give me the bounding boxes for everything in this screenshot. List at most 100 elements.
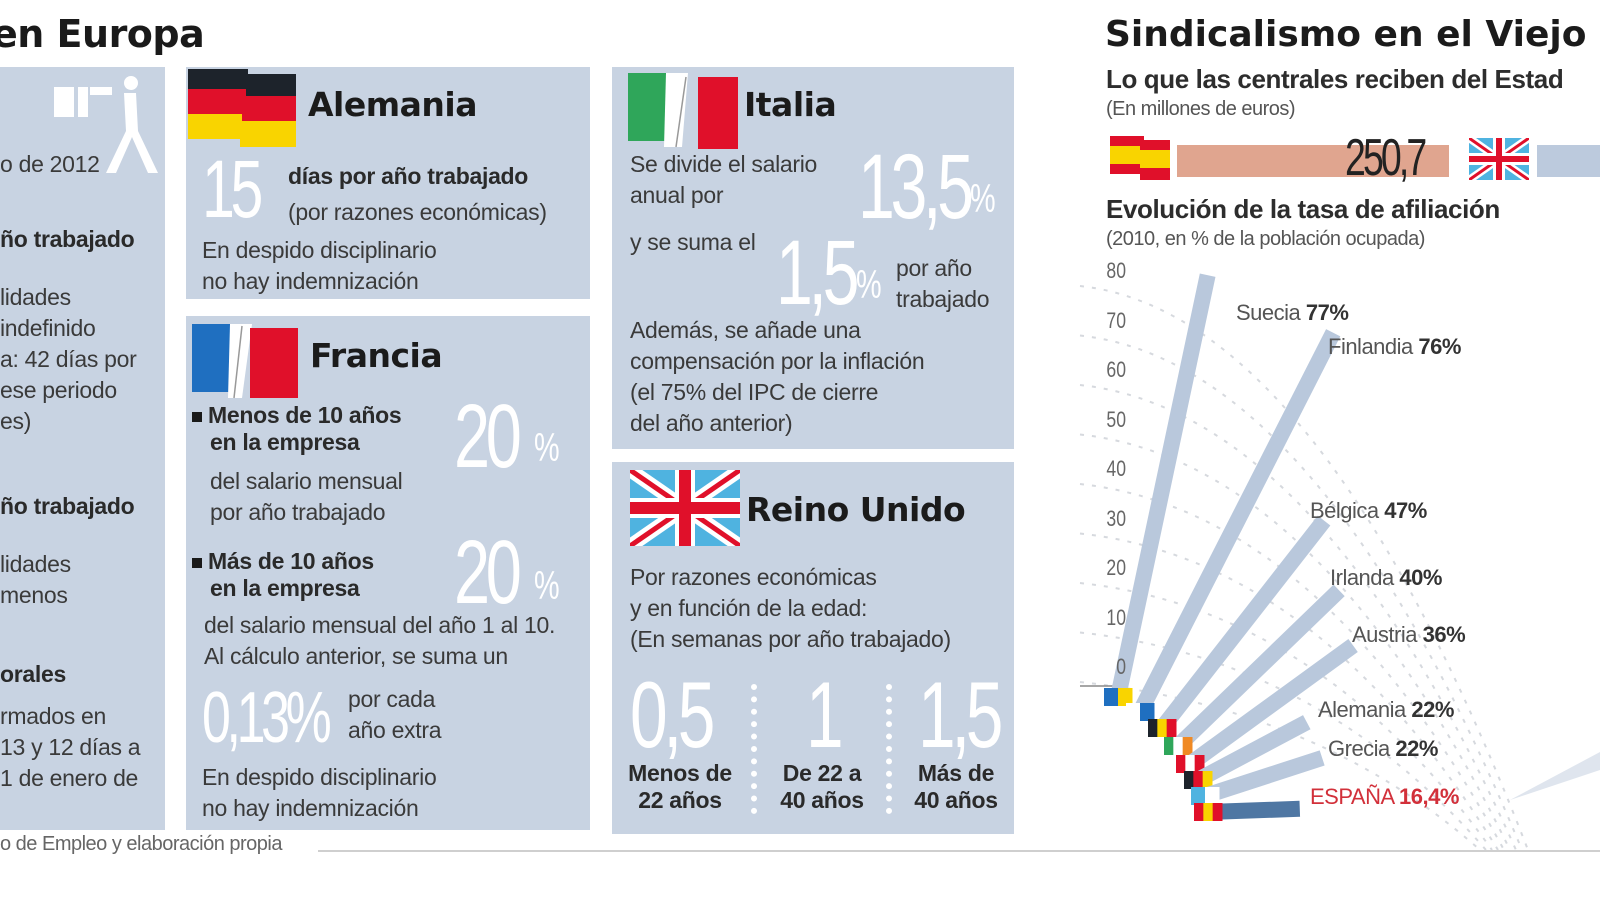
chart-title: Evolución de la tasa de afiliación xyxy=(1106,194,1500,224)
text-line: lidades xyxy=(0,551,71,577)
spain-para-1: lidades indefinido a: 42 días por ese pe… xyxy=(0,282,137,437)
germany-line-1: días por año trabajado xyxy=(288,163,529,189)
italy-value-1: 13,5 xyxy=(858,136,974,238)
text-line: del año anterior) xyxy=(630,410,793,436)
text-line: a: 42 días por xyxy=(0,346,137,372)
text-line: en la empresa xyxy=(210,429,360,455)
uk-divider-1 xyxy=(751,684,757,814)
text-line: Además, se añade una xyxy=(630,317,861,343)
france-note: En despido disciplinario no hay indemniz… xyxy=(202,762,437,824)
italy-panel: Italia Se divide el salario anual por 13… xyxy=(612,67,1014,449)
bar-finlandia xyxy=(1132,329,1341,716)
flag-badge-icon xyxy=(1148,719,1177,737)
y-tick-label: 60 xyxy=(1106,357,1126,382)
affiliation-fan-chart xyxy=(1079,273,1600,850)
spain-heading-3: orales xyxy=(0,661,66,687)
text-line: en la empresa xyxy=(210,575,360,601)
text-line: 22 años xyxy=(638,787,722,813)
text-line: ese periodo xyxy=(0,377,117,403)
y-tick-label: 0 xyxy=(1116,654,1126,679)
text-line: rmados en xyxy=(0,703,106,729)
bar-austria xyxy=(1185,639,1358,771)
france-panel: Francia Menos de 10 años en la empresa 2… xyxy=(186,316,590,830)
text-line: del salario mensual xyxy=(210,468,403,494)
country-value: 36% xyxy=(1422,622,1466,647)
spain-subsidy-value: 250,7 xyxy=(1345,129,1427,187)
country-label: ESPAÑA 16,4% xyxy=(1310,784,1459,810)
country-name: Finlandia xyxy=(1328,334,1419,359)
text-line: compensación por la inflación xyxy=(630,348,925,374)
italy-note: Además, se añade una compensación por la… xyxy=(630,315,925,439)
italy-unit-2: % xyxy=(856,263,882,307)
uk-bracket-3-value: 1,5 xyxy=(918,662,1003,767)
text-line: En despido disciplinario xyxy=(202,237,437,263)
text: Más de 10 años xyxy=(208,548,374,574)
right-section-title: Sindicalismo en el Viejo xyxy=(1105,14,1587,55)
section-title-europe: en Europa xyxy=(0,12,205,56)
germany-panel: Alemania 15 días por año trabajado (por … xyxy=(186,67,590,299)
uk-bracket-3-label: Más de 40 años xyxy=(896,760,1016,814)
text-line: año extra xyxy=(348,717,442,743)
text-line: Más de 10 años xyxy=(192,548,374,575)
france-case-1-unit: % xyxy=(534,426,560,470)
spain-para-2: lidades menos xyxy=(0,549,71,611)
france-case-1-value: 20 xyxy=(454,387,522,487)
flag-badge-icon xyxy=(1126,703,1155,721)
italy-title: Italia xyxy=(744,85,837,124)
spain-subsidy-bar xyxy=(1177,145,1449,177)
country-name: Grecia xyxy=(1328,736,1396,761)
uk-bracket-2-label: De 22 a 40 años xyxy=(762,760,882,814)
uk-bracket-2-value: 1 xyxy=(806,662,844,767)
text-line: del salario mensual del año 1 al 10. xyxy=(204,612,556,638)
text-line: Se divide el salario xyxy=(630,151,818,177)
text-line: lidades xyxy=(0,284,71,310)
country-label: Bélgica 47% xyxy=(1310,498,1427,524)
france-case-1-title: Menos de 10 años en la empresa xyxy=(192,402,402,456)
country-value: 16,4% xyxy=(1399,784,1459,809)
chart-subtitle: (2010, en % de la población ocupada) xyxy=(1106,228,1425,250)
text-line: por cada xyxy=(348,686,436,712)
country-value: 40% xyxy=(1399,565,1442,590)
spain-para-3: rmados en 13 y 12 días a 1 de enero de xyxy=(0,701,141,794)
grid-arc xyxy=(1079,483,1505,850)
walking-person-icon xyxy=(54,76,158,173)
y-tick-label: 30 xyxy=(1106,505,1126,531)
bar-suecia xyxy=(1110,273,1216,699)
country-label: Suecia 77% xyxy=(1236,300,1349,326)
country-value: 76% xyxy=(1418,334,1461,359)
italy-unit-1: % xyxy=(970,177,996,221)
text-line: (En semanas por año trabajado) xyxy=(630,626,951,652)
text-line: Al cálculo anterior, se suma un xyxy=(204,643,508,669)
text-line: Menos de 10 años xyxy=(192,402,402,429)
flag-badge-icon xyxy=(1184,771,1213,789)
uk-subsidy-bar xyxy=(1537,145,1600,177)
uk-title: Reino Unido xyxy=(746,490,966,529)
country-label: Finlandia 76% xyxy=(1328,334,1461,360)
germany-note: En despido disciplinario no hay indemniz… xyxy=(202,235,437,297)
country-name: ESPAÑA xyxy=(1310,784,1400,809)
text-line: En despido disciplinario xyxy=(202,764,437,790)
text-line: De 22 a xyxy=(782,760,862,786)
uk-flag-small-icon xyxy=(1469,138,1529,180)
italy-value-2: 1,5 xyxy=(776,222,859,324)
grid-arc xyxy=(1079,334,1523,850)
bar-offscreen xyxy=(1510,752,1600,800)
text-line: indefinido xyxy=(0,315,96,341)
italy-line-1: Se divide el salario anual por xyxy=(630,149,817,211)
y-tick-label: 10 xyxy=(1106,604,1126,630)
uk-bracket-1-value: 0,5 xyxy=(630,662,715,767)
bullet-square-icon xyxy=(192,411,202,422)
country-name: Irlanda xyxy=(1330,565,1400,590)
text-line: menos xyxy=(0,582,68,608)
spain-line-bold-2: ño trabajado xyxy=(0,493,135,519)
france-extra-desc: por cada año extra xyxy=(348,684,442,746)
grid-arc xyxy=(1079,433,1511,850)
text-line: por año xyxy=(896,255,972,281)
spain-line-bold-1: ño trabajado xyxy=(0,226,135,252)
france-case-2-unit: % xyxy=(534,564,560,608)
spain-date-fragment: o de 2012 xyxy=(0,151,100,177)
france-extra-value: 0,13% xyxy=(202,678,332,758)
text-line: (el 75% del IPC de cierre xyxy=(630,379,879,405)
y-tick-label: 50 xyxy=(1106,406,1126,432)
text-line: trabajado xyxy=(896,286,990,312)
